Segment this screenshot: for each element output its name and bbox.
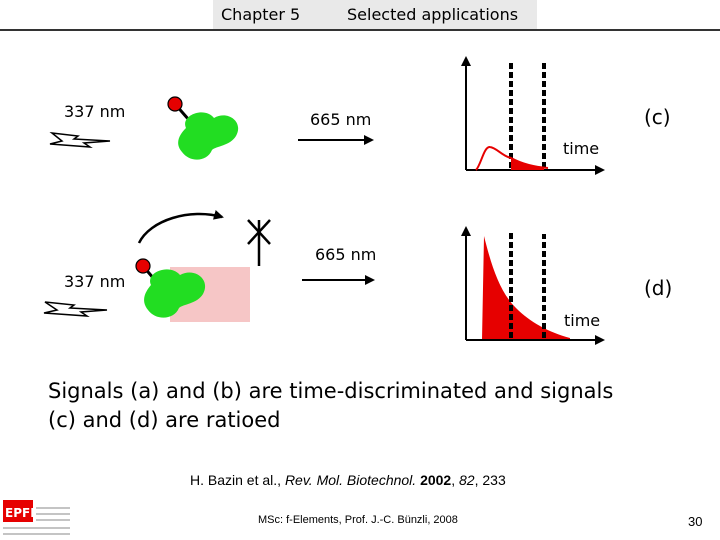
citation: H. Bazin et al., Rev. Mol. Biotechnol. 2… [190, 472, 506, 488]
svg-text:EPFL: EPFL [5, 506, 38, 520]
energy-transfer-arrow [137, 210, 224, 244]
chapter-title: Chapter 5 [221, 5, 301, 24]
donor-complex-c [167, 96, 239, 160]
emission-label-d: 665 nm [315, 245, 377, 264]
citation-journal: Rev. Mol. Biotechnol. [284, 472, 417, 488]
citation-year: 2002 [420, 472, 452, 488]
statement-line-1: Signals (a) and (b) are time-discriminat… [48, 379, 614, 403]
header-bar [213, 0, 537, 30]
statement-line-2: (c) and (d) are ratioed [48, 408, 281, 432]
lightning-icon [43, 301, 108, 317]
excitation-label-d: 337 nm [64, 272, 126, 291]
epfl-logo: EPFL [3, 500, 70, 535]
excitation-label-c: 337 nm [64, 102, 126, 121]
citation-pages: 233 [482, 472, 506, 488]
page-number: 30 [688, 514, 703, 529]
statement: Signals (a) and (b) are time-discriminat… [48, 377, 708, 435]
panel-label-d: (d) [644, 276, 673, 300]
time-plot-d [461, 226, 605, 345]
donor-complex-d [135, 258, 206, 318]
time-label-d: time [564, 311, 601, 330]
lightning-icon [49, 131, 111, 148]
citation-authors: H. Bazin et al., [190, 472, 285, 488]
citation-volume: 82 [459, 472, 475, 488]
panel-label-c: (c) [644, 105, 671, 129]
footer-course: MSc: f-Elements, Prof. J.-C. Bünzli, 200… [258, 514, 458, 526]
time-label-c: time [563, 139, 600, 158]
time-plot-c [461, 56, 605, 175]
header-rule [0, 29, 720, 31]
acceptor-star-icon [247, 219, 271, 266]
section-title: Selected applications [347, 5, 519, 24]
emission-label-c: 665 nm [310, 110, 372, 129]
